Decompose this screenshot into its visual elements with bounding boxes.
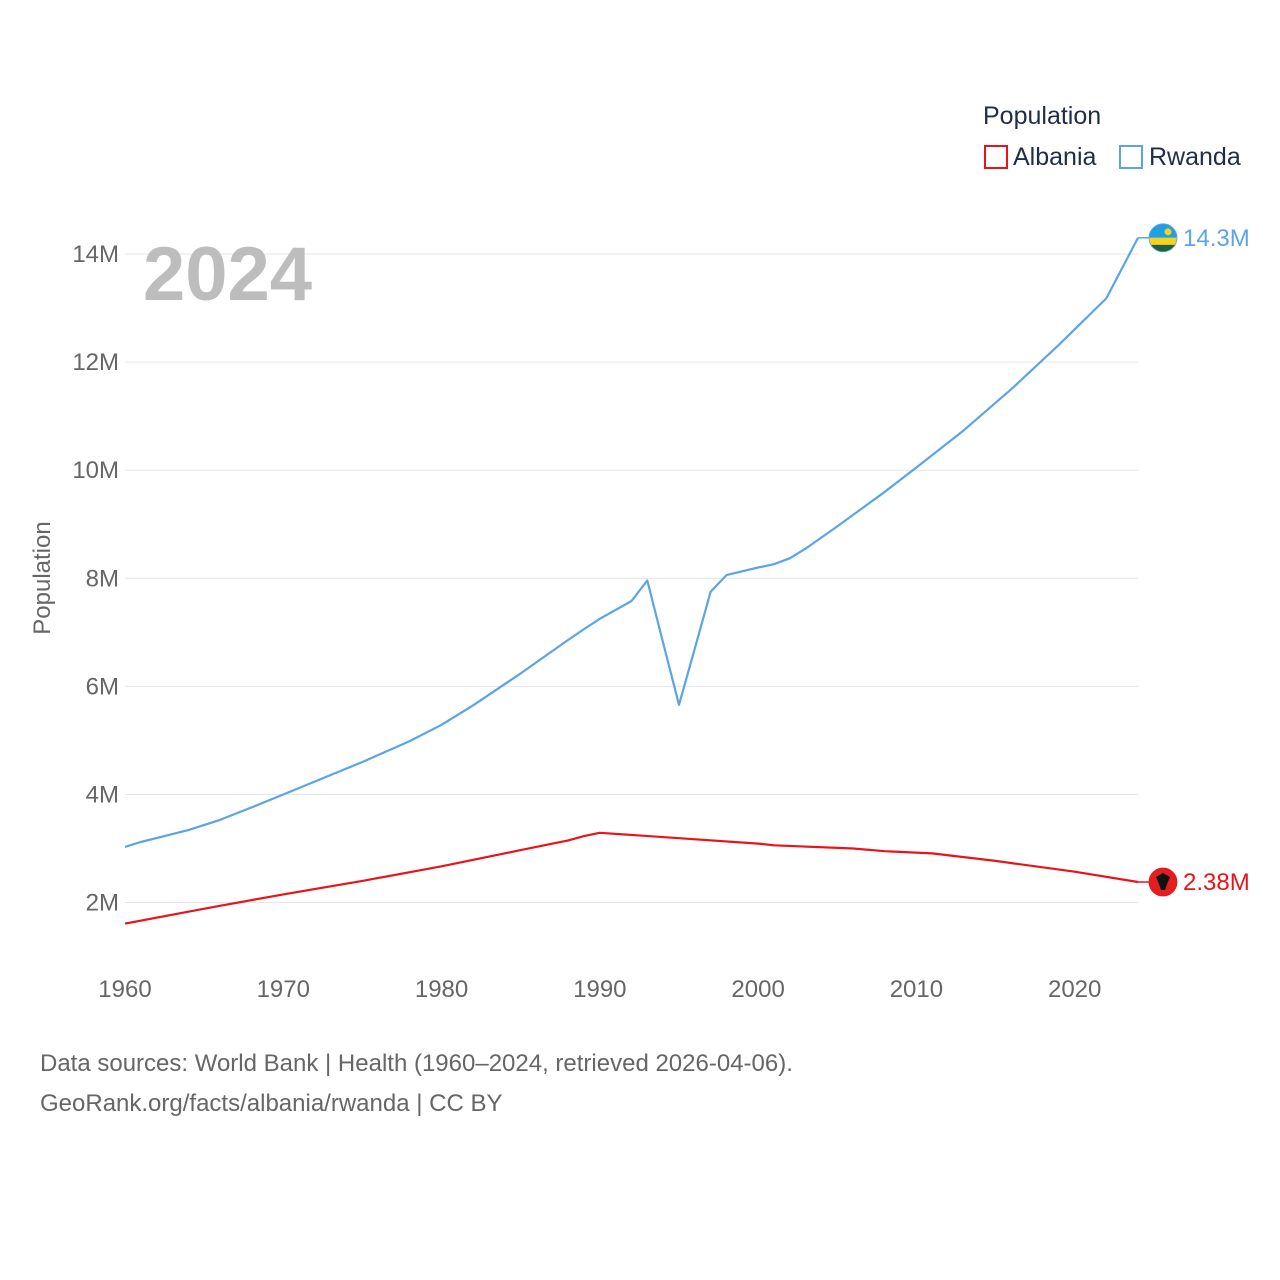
x-tick-label: 2010 (890, 976, 943, 1003)
y-tick-label: 8M (86, 565, 119, 592)
source-link[interactable]: GeoRank.org/facts/albania/rwanda | CC BY (40, 1090, 503, 1117)
end-markers: 2.38M 14.3M (1138, 223, 1250, 897)
x-tick-label: 1960 (98, 976, 151, 1003)
x-axis-ticks: 1960 1970 1980 1990 2000 2010 2020 (98, 976, 1101, 1003)
data-source-note: Data sources: World Bank | Health (1960–… (40, 1050, 793, 1077)
x-tick-label: 2020 (1048, 976, 1101, 1003)
x-tick-label: 1980 (415, 976, 468, 1003)
y-tick-label: 6M (86, 673, 119, 700)
y-tick-label: 10M (72, 457, 119, 484)
year-display: 2024 (143, 232, 312, 317)
x-tick-label: 1990 (573, 976, 626, 1003)
y-axis-ticks: 2M 4M 6M 8M 10M 12M 14M (72, 241, 119, 917)
end-value-label-albania: 2.38M (1183, 869, 1250, 896)
y-tick-label: 14M (72, 241, 119, 268)
footer: Data sources: World Bank | Health (1960–… (40, 1044, 793, 1124)
end-value-label-rwanda: 14.3M (1183, 225, 1250, 252)
series-line-albania[interactable] (124, 831, 1139, 925)
y-tick-label: 4M (86, 781, 119, 808)
y-tick-label: 12M (72, 349, 119, 376)
legend-item-rwanda[interactable]: Rwanda (1119, 143, 1241, 171)
x-tick-label: 2000 (731, 976, 784, 1003)
series-lines (124, 237, 1139, 925)
legend-title: Population (983, 102, 1101, 130)
legend-item-albania[interactable]: Albania (984, 143, 1096, 171)
legend-swatch-albania (984, 145, 1008, 169)
y-axis-title: Population (29, 521, 56, 634)
legend-label-rwanda: Rwanda (1149, 143, 1241, 171)
legend-swatch-rwanda (1119, 145, 1143, 169)
y-tick-label: 2M (86, 890, 119, 917)
albania-flag-icon (1148, 867, 1178, 897)
legend: Population Albania Rwanda (983, 102, 1241, 171)
legend-label-albania: Albania (1013, 143, 1096, 171)
series-line-rwanda[interactable] (124, 237, 1139, 848)
gridlines (125, 253, 1138, 904)
rwanda-flag-icon (1148, 223, 1178, 253)
x-tick-label: 1970 (257, 976, 310, 1003)
